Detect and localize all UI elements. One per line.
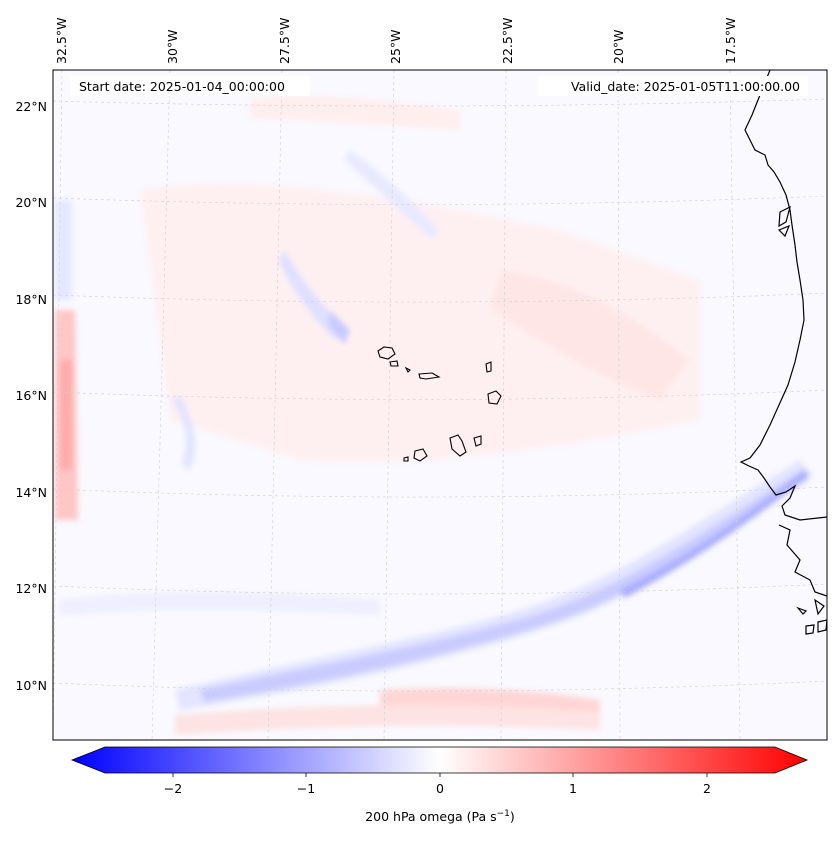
lat-label: 22°N (15, 99, 47, 114)
colorbar-tick-label: 0 (436, 781, 444, 796)
island-brava (403, 456, 409, 462)
island-santo-antao (377, 346, 396, 360)
lat-label: 18°N (15, 292, 47, 307)
valid-date-box (538, 76, 808, 96)
valid-date-label: Valid_date: 2025-01-05T11:00:00.00 (571, 79, 800, 94)
colorbar-tick-label: 1 (569, 781, 577, 796)
graticule (53, 70, 827, 740)
longitude-labels: 32.5°W 30°W 27.5°W 25°W 22.5°W 20°W 17.5… (54, 18, 738, 64)
lat-label: 10°N (15, 678, 47, 693)
island-fogo (413, 448, 428, 462)
island-santa-luzia (404, 366, 411, 373)
island-sal (485, 361, 492, 373)
colorbar-tick-label: 2 (703, 781, 711, 796)
island-santiago (449, 434, 467, 457)
lon-label: 17.5°W (723, 18, 738, 64)
lat-label: 20°N (15, 195, 47, 210)
coastline (739, 70, 827, 635)
lon-label: 27.5°W (277, 18, 292, 64)
island-sao-nicolau (418, 372, 441, 380)
colorbar-bar (70, 746, 809, 774)
lat-label: 16°N (15, 388, 47, 403)
omega-field (55, 95, 812, 735)
lon-label: 32.5°W (54, 18, 69, 64)
colorbar-label: 200 hPa omega (Pa s−1) (365, 809, 515, 824)
islands (377, 346, 502, 462)
colorbar-tick-labels: −2 −1 0 1 2 (164, 781, 711, 796)
lat-label: 14°N (15, 485, 47, 500)
island-boa-vista (487, 390, 502, 405)
island-maio (473, 435, 482, 447)
lat-label: 12°N (15, 581, 47, 596)
colorbar: −2 −1 0 1 2 200 hPa omega (Pa s−1) (70, 746, 809, 824)
latitude-labels: 22°N 20°N 18°N 16°N 14°N 12°N 10°N (15, 99, 47, 693)
lon-label: 20°W (611, 29, 626, 64)
island-sao-vicente (389, 360, 399, 367)
colorbar-tick-label: −2 (164, 781, 182, 796)
colorbar-tick-label: −1 (297, 781, 315, 796)
map-panel: Start date: 2025-01-04_00:00:00 Valid_da… (52, 69, 828, 741)
start-date-box (70, 76, 310, 96)
start-date-label: Start date: 2025-01-04_00:00:00 (79, 79, 285, 94)
lon-label: 30°W (165, 29, 180, 64)
map-frame (52, 69, 828, 741)
lon-label: 25°W (388, 29, 403, 64)
colorbar-ticks (172, 773, 708, 777)
lon-label: 22.5°W (500, 18, 515, 64)
